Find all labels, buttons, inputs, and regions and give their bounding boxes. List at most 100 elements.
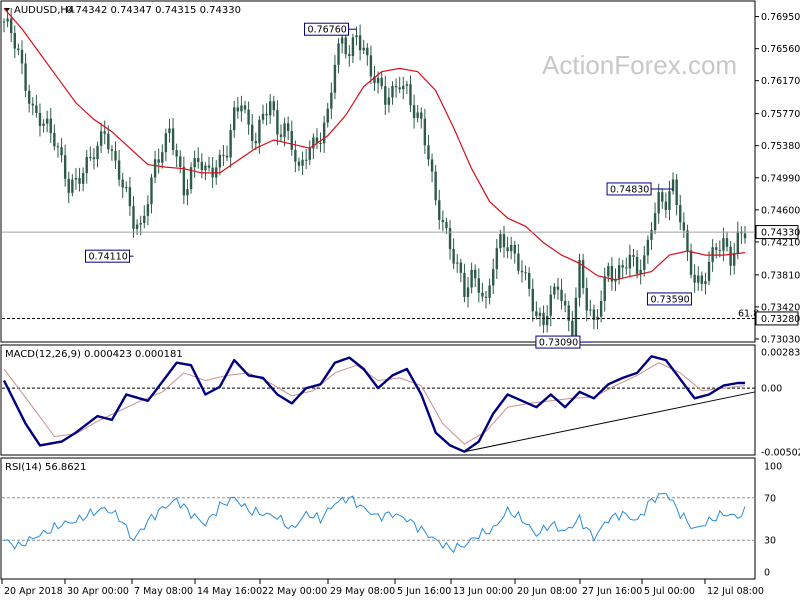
candle-body — [139, 222, 142, 225]
fib-level-label: 0.73280 — [761, 314, 800, 325]
candle-body — [74, 177, 78, 180]
price-tick-label: 0.73810 — [761, 270, 800, 281]
rsi-axis: 100 70 30 0 — [764, 462, 782, 579]
price-tick-label: 0.75770 — [761, 109, 800, 120]
candle-body — [427, 145, 430, 160]
dropdown-arrow-icon[interactable] — [4, 8, 10, 12]
candle-body — [240, 105, 243, 112]
candle-body — [333, 64, 337, 93]
macd-tick-label: 0.002839 — [761, 348, 800, 359]
price-tick-label: 0.76170 — [761, 76, 800, 87]
candle-body — [592, 309, 596, 320]
time-tick-label: 20 Jun 08:00 — [517, 586, 577, 597]
candle-body — [736, 231, 740, 254]
candle-body — [312, 137, 315, 149]
candle-body — [146, 204, 150, 216]
candle-body — [574, 297, 578, 337]
candle-body — [689, 250, 693, 275]
candle-body — [45, 118, 49, 124]
candle-body — [704, 280, 707, 284]
candle-body — [304, 159, 308, 161]
candle-body — [398, 87, 401, 90]
candle-body — [513, 245, 516, 254]
candle-body — [276, 110, 279, 135]
candle-body — [107, 133, 110, 150]
macd-panel-frame — [0, 344, 756, 456]
candle-body — [81, 173, 85, 184]
candle-body — [322, 122, 326, 144]
candle-body — [610, 265, 614, 282]
candle-body — [258, 119, 261, 144]
candle-body — [121, 179, 124, 188]
macd-axis: 0.002839 0.00 -0.005021 — [761, 348, 800, 459]
candle-body — [265, 113, 268, 116]
price-panel-frame — [0, 0, 756, 343]
time-tick-label: 22 May 00:00 — [262, 586, 327, 597]
candle-body — [668, 191, 671, 210]
ohlc-readout: 0.74342 0.74347 0.74315 0.74330 — [66, 5, 241, 16]
time-tick-label: 29 May 08:00 — [330, 586, 395, 597]
candle-body — [430, 159, 434, 172]
candle-body — [456, 262, 459, 264]
candle-body — [17, 48, 20, 51]
candle-body — [114, 150, 117, 161]
rsi-line — [3, 492, 746, 554]
candle-body — [459, 262, 463, 273]
annotation-label: 0.74110 — [88, 252, 127, 263]
price-tick-label: 0.76950 — [761, 12, 800, 23]
time-tick-label: 7 May 08:00 — [134, 586, 193, 597]
time-tick-label: 30 Apr 00:00 — [67, 586, 129, 597]
annotation-label: 0.76760 — [308, 25, 347, 36]
candle-body — [197, 158, 200, 162]
candle-body — [545, 315, 549, 326]
annotation-label: 0.74830 — [610, 184, 649, 195]
candle-body — [715, 247, 718, 250]
candle-body — [340, 37, 344, 44]
candle-body — [412, 105, 416, 118]
price-tick-label: 0.75380 — [761, 141, 800, 152]
candle-body — [391, 86, 394, 98]
candle-body — [24, 63, 27, 91]
candle-body — [488, 285, 491, 298]
candle-body — [538, 312, 542, 317]
candle-body — [200, 161, 204, 171]
candle-body — [207, 165, 211, 168]
time-tick-label: 12 Jul 08:00 — [707, 586, 764, 597]
current-price-box — [755, 225, 799, 240]
candle-body — [686, 230, 689, 251]
candle-body — [700, 275, 704, 284]
candle-body — [99, 131, 103, 146]
candle-body — [9, 18, 13, 33]
candle-body — [344, 37, 347, 55]
candle-body — [416, 112, 419, 118]
candle-body — [243, 105, 247, 110]
candle-body — [438, 200, 441, 220]
candle-body — [233, 107, 236, 131]
candle-body — [535, 311, 538, 317]
candle-body — [653, 213, 657, 231]
candle-body — [603, 276, 606, 302]
annotation-label: 0.73590 — [650, 294, 689, 305]
candle-body — [502, 234, 506, 248]
candle-body — [182, 166, 186, 196]
candle-body — [509, 245, 513, 252]
candle-body — [247, 109, 250, 125]
candle-body — [470, 269, 473, 288]
candle-body — [110, 149, 114, 151]
candle-body — [682, 222, 686, 231]
candle-body — [589, 309, 592, 311]
candle-body — [92, 157, 96, 160]
candle-body — [657, 192, 660, 214]
moving-average-line — [3, 8, 746, 281]
price-tick-label: 0.76560 — [761, 44, 800, 55]
candle-body — [679, 205, 682, 223]
candle-body — [117, 160, 121, 180]
candle-body — [315, 137, 319, 143]
candle-body — [477, 278, 481, 293]
candle-body — [355, 35, 358, 38]
candle-body — [31, 103, 34, 106]
candle-body — [229, 130, 232, 158]
candle-body — [366, 47, 369, 56]
candle-body — [272, 101, 275, 111]
